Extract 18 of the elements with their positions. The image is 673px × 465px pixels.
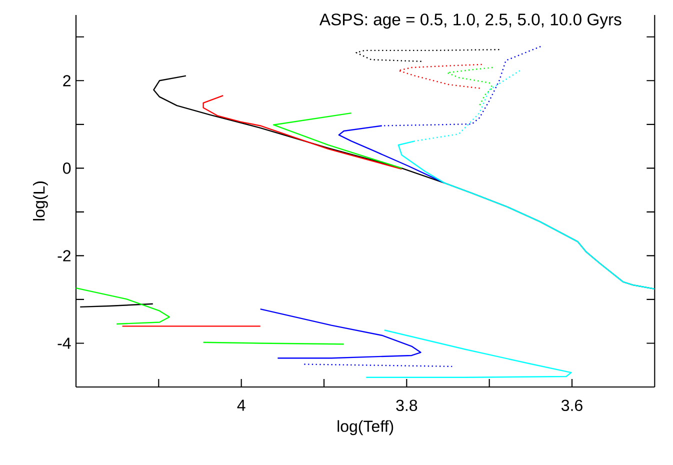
y-tick-label: 0 (63, 162, 71, 174)
x-tick-label: 4 (237, 400, 246, 411)
x-axis-title: log(Teff) (338, 420, 394, 436)
line-series (202, 94, 402, 170)
line-series (446, 66, 494, 106)
line-series (398, 64, 482, 90)
x-tick-label: 3.6 (561, 400, 582, 412)
y-tick-label: -2 (58, 250, 70, 262)
y-tick-label: -4 (58, 338, 71, 349)
y-tick-label: 2 (63, 75, 70, 86)
line-series (356, 48, 500, 62)
x-tick-label: 3.8 (396, 400, 418, 412)
y-axis-title: log(L) (33, 182, 48, 220)
line-series (260, 308, 422, 359)
line-series (272, 112, 402, 169)
chart-title: ASPS: age = 0.5, 1.0, 2.5, 5.0, 10.0 Gyrs (319, 14, 622, 29)
line-series (76, 287, 170, 325)
line-series (366, 330, 572, 378)
